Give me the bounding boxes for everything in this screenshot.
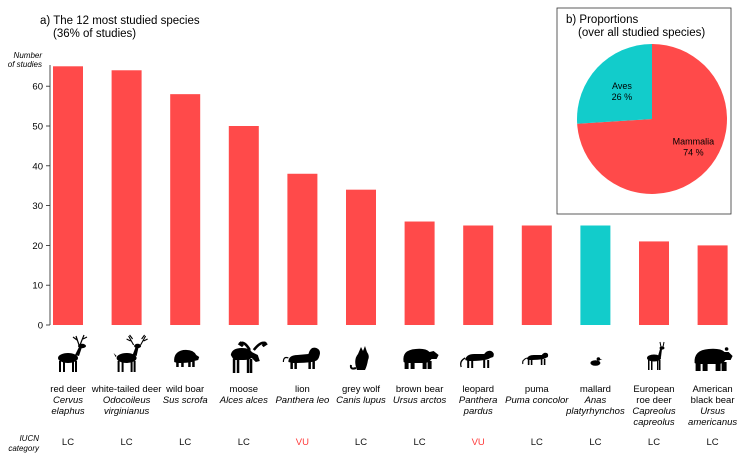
iucn-category: LC — [121, 437, 133, 448]
species-scientific-name: Ursus arctos — [393, 395, 447, 406]
pie-label-mammalia: Mammalia — [673, 136, 715, 146]
y-axis-label-line1: Number — [14, 51, 43, 60]
species-scientific-name: americanus — [688, 417, 737, 428]
species-common-name: black bear — [691, 395, 735, 406]
species-scientific-name: Odocoileus — [103, 395, 151, 406]
species-common-name: red deer — [50, 384, 85, 395]
species-common-name: grey wolf — [342, 384, 380, 395]
black-bear-icon — [694, 347, 733, 371]
iucn-label-line2: category — [8, 444, 40, 453]
pie-slice-mammalia — [577, 44, 728, 194]
y-tick-label: 10 — [32, 281, 43, 292]
species-icons — [58, 334, 733, 373]
bar — [639, 241, 669, 325]
y-axis-ticks: 0 10 20 30 40 50 60 — [32, 82, 50, 332]
species-common-name: brown bear — [396, 384, 444, 395]
species-common-name: leopard — [462, 384, 494, 395]
puma-icon — [522, 352, 549, 365]
species-scientific-name: Puma concolor — [505, 395, 569, 406]
iucn-category: VU — [296, 437, 309, 448]
species-scientific-name: Panthera — [459, 395, 498, 406]
iucn-category: LC — [179, 437, 191, 448]
iucn-category: LC — [62, 437, 74, 448]
species-common-name: white-tailed deer — [91, 384, 162, 395]
y-axis-label-line2: of studies — [8, 60, 42, 69]
iucn-category: LC — [707, 437, 719, 448]
species-scientific-name: virginianus — [104, 406, 150, 417]
species-common-name: puma — [525, 384, 549, 395]
iucn-category: LC — [355, 437, 367, 448]
bar — [404, 221, 435, 325]
iucn-label-line1: IUCN — [19, 434, 39, 443]
species-scientific-name: Canis lupus — [336, 395, 386, 406]
leopard-icon — [460, 350, 494, 368]
bar — [346, 189, 376, 325]
brown-bear-icon — [403, 348, 439, 369]
species-scientific-name: Ursus — [700, 406, 725, 417]
bar — [697, 245, 728, 325]
y-tick-label: 50 — [32, 122, 43, 133]
bar — [111, 70, 142, 325]
iucn-category: LC — [648, 437, 660, 448]
pie-slice-aves — [577, 44, 652, 124]
pie-chart-title: b) Proportions — [566, 14, 638, 26]
y-tick-label: 30 — [32, 201, 43, 212]
iucn-category: VU — [472, 437, 485, 448]
pie-chart-subtitle: (over all studied species) — [578, 27, 705, 39]
species-scientific-name: Alces alces — [219, 395, 268, 406]
y-tick-label: 0 — [38, 321, 43, 332]
red-deer-icon — [58, 334, 88, 372]
bar — [463, 225, 494, 325]
pie-label-aves: Aves — [612, 81, 632, 91]
species-scientific-name: pardus — [463, 406, 493, 417]
species-common-name: roe deer — [636, 395, 671, 406]
species-scientific-name: Capreolus — [632, 406, 676, 417]
species-scientific-name: Cervus — [53, 395, 83, 406]
y-tick-label: 40 — [32, 161, 43, 172]
white-tailed-deer-icon — [113, 334, 148, 372]
pie-percent-aves: 26 % — [612, 92, 633, 102]
species-scientific-name: capreolus — [633, 417, 674, 428]
species-scientific-name: Sus scrofa — [163, 395, 208, 406]
species-common-name: American — [693, 384, 733, 395]
species-common-name: wild boar — [165, 384, 204, 395]
species-scientific-name: Panthera leo — [275, 395, 329, 406]
species-common-name: mallard — [580, 384, 611, 395]
iucn-category: LC — [238, 437, 250, 448]
bar — [170, 94, 201, 325]
bar-chart-title: a) The 12 most studied species — [40, 15, 200, 27]
iucn-category: LC — [531, 437, 543, 448]
roe-deer-icon — [647, 341, 665, 370]
y-tick-label: 60 — [32, 82, 43, 93]
bars-group — [53, 66, 728, 326]
mallard-icon — [590, 357, 603, 366]
lion-icon — [282, 347, 320, 369]
pie-percent-mammalia: 74 % — [683, 147, 704, 157]
iucn-category: LC — [414, 437, 426, 448]
species-scientific-name: elaphus — [51, 406, 85, 417]
iucn-category: LC — [589, 437, 601, 448]
iucn-categories: LC LC LC LC VU LC LC VU LC LC LC LC — [62, 437, 719, 448]
bar — [287, 173, 318, 325]
bar — [53, 66, 83, 326]
species-scientific-name: platyrhynchos — [565, 406, 625, 417]
species-common-name: European — [633, 384, 674, 395]
grey-wolf-icon — [349, 346, 369, 370]
bar — [580, 225, 611, 325]
species-common-name: moose — [230, 384, 259, 395]
y-tick-label: 20 — [32, 241, 43, 252]
bar-chart-subtitle: (36% of studies) — [53, 28, 136, 40]
species-common-name: lion — [295, 384, 310, 395]
bar — [228, 126, 259, 325]
bar — [521, 225, 552, 325]
moose-icon — [230, 341, 268, 373]
wild-boar-icon — [174, 349, 200, 367]
species-scientific-name: Anas — [584, 395, 607, 406]
